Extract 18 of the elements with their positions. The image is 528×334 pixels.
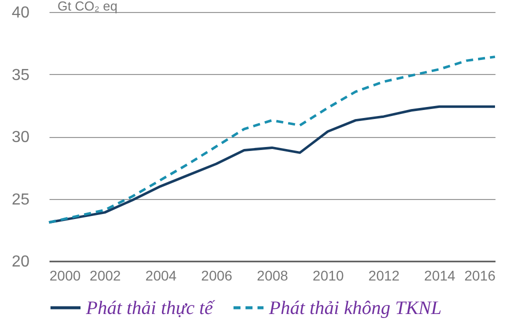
x-tick-label: 2012 [368,268,400,284]
legend-label: Phát thải thực tế [85,298,216,319]
y-tick-label: 30 [12,129,30,146]
x-tick-label: 2008 [256,268,288,284]
x-tick-label: 2010 [312,268,344,284]
y-axis-title: Gt CO₂ eq [58,0,118,14]
y-tick-label: 20 [12,254,30,270]
line-series [48,56,496,224]
y-tick-label: 40 [12,4,30,22]
x-tick-label: 2002 [90,268,122,284]
y-tick-label: 25 [12,191,30,208]
x-tick-label: 2000 [50,268,81,284]
x-tick-label: 2016 [464,268,496,284]
x-tick-label: 2014 [424,268,456,284]
legend-label: Phát thải không TKNL [268,298,442,319]
x-tick-label: 2004 [145,268,177,284]
y-tick-label: 35 [12,66,30,84]
x-tick-label: 2006 [201,268,233,284]
